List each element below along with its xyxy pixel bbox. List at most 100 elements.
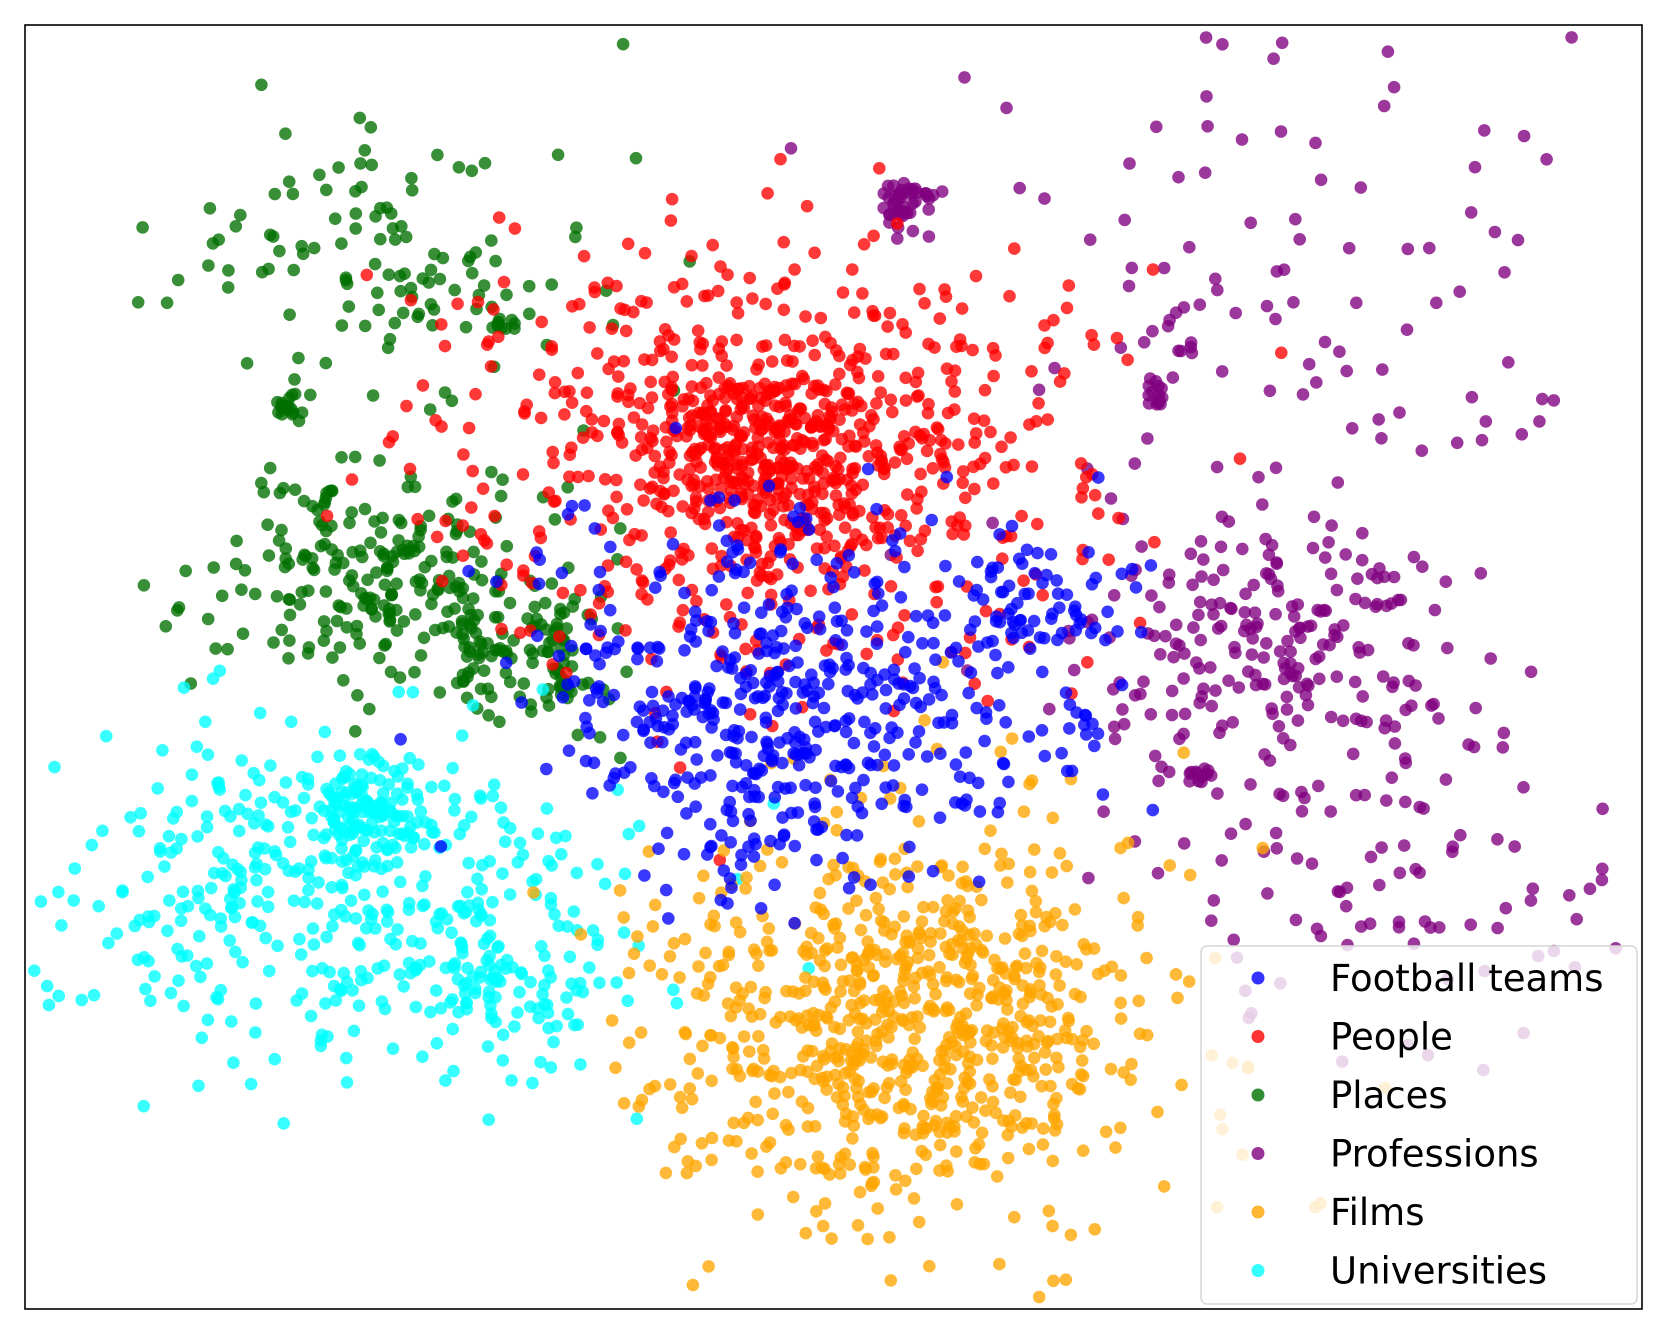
data-point	[818, 506, 831, 520]
data-point	[228, 885, 242, 898]
data-point	[296, 247, 310, 261]
data-point	[786, 557, 799, 571]
data-point	[1205, 699, 1218, 713]
data-point	[565, 977, 578, 990]
data-point	[978, 383, 992, 397]
data-point	[561, 1007, 575, 1021]
data-point	[1169, 637, 1183, 650]
data-point	[1307, 510, 1321, 524]
data-point	[1082, 546, 1095, 559]
data-point	[548, 376, 562, 389]
data-point	[1017, 805, 1031, 818]
data-point	[749, 1095, 762, 1109]
data-point	[602, 362, 615, 376]
data-point	[873, 162, 886, 175]
data-point	[310, 897, 324, 910]
data-point	[648, 898, 662, 912]
data-point	[786, 355, 799, 368]
data-point	[270, 590, 284, 603]
data-point	[967, 460, 980, 474]
data-point	[1377, 99, 1391, 113]
data-point	[1125, 261, 1139, 275]
data-point	[872, 587, 885, 600]
data-point	[542, 486, 556, 499]
data-point	[645, 391, 659, 404]
data-point	[666, 370, 680, 384]
data-point	[953, 894, 966, 908]
data-point	[713, 853, 727, 867]
data-point	[700, 376, 713, 390]
data-point	[381, 859, 394, 873]
data-point	[680, 295, 694, 308]
data-point	[719, 728, 733, 742]
data-point	[933, 1068, 947, 1081]
data-point	[1030, 415, 1043, 428]
data-point	[136, 221, 149, 234]
data-point	[414, 584, 427, 597]
data-point	[971, 988, 984, 1002]
data-point	[230, 534, 243, 548]
data-point	[1194, 633, 1207, 647]
data-point	[845, 608, 859, 621]
data-point	[964, 1036, 977, 1049]
data-point	[1270, 265, 1284, 278]
data-point	[705, 1153, 718, 1167]
data-point	[870, 620, 884, 633]
data-point	[680, 1166, 694, 1180]
data-point	[532, 577, 546, 591]
data-point	[295, 770, 309, 784]
data-point	[666, 537, 680, 551]
data-point	[735, 780, 749, 794]
data-point	[1178, 707, 1192, 721]
data-point	[116, 884, 129, 897]
data-point	[215, 589, 229, 603]
data-point	[1075, 1054, 1089, 1067]
data-point	[328, 212, 342, 225]
data-point	[722, 945, 736, 959]
data-point	[467, 614, 481, 627]
data-point	[1027, 614, 1041, 628]
data-point	[1393, 406, 1406, 419]
data-point	[465, 266, 479, 280]
data-point	[945, 937, 959, 951]
data-point	[428, 623, 442, 637]
data-point	[629, 449, 642, 462]
data-point	[941, 894, 954, 907]
data-point	[1293, 233, 1306, 246]
data-point	[1391, 593, 1405, 607]
data-point	[28, 964, 41, 977]
data-point	[834, 958, 848, 972]
data-point	[788, 839, 802, 853]
data-point	[762, 598, 776, 611]
data-point	[496, 1054, 510, 1067]
data-point	[1258, 748, 1271, 761]
data-point	[857, 1103, 870, 1117]
legend-label: Professions	[1330, 1133, 1539, 1176]
data-point	[734, 430, 748, 444]
data-point	[763, 507, 777, 521]
data-point	[847, 306, 861, 319]
data-point	[768, 1087, 781, 1100]
data-point	[807, 1019, 820, 1033]
data-point	[560, 622, 573, 635]
data-point	[784, 142, 798, 155]
data-point	[175, 902, 188, 915]
data-point	[720, 359, 733, 372]
data-point	[1008, 242, 1021, 255]
data-point	[1197, 682, 1210, 695]
data-point	[800, 199, 814, 213]
data-point	[701, 686, 715, 699]
data-point	[883, 306, 897, 320]
data-point	[840, 651, 853, 665]
data-point	[1409, 679, 1422, 692]
data-point	[355, 973, 368, 987]
data-point	[869, 993, 882, 1007]
data-point	[1355, 553, 1369, 567]
data-point	[719, 696, 733, 710]
data-point	[920, 750, 934, 763]
data-point	[1133, 616, 1147, 630]
data-point	[1141, 432, 1154, 445]
data-point	[259, 931, 273, 945]
data-point	[829, 489, 843, 502]
data-point	[808, 800, 822, 814]
